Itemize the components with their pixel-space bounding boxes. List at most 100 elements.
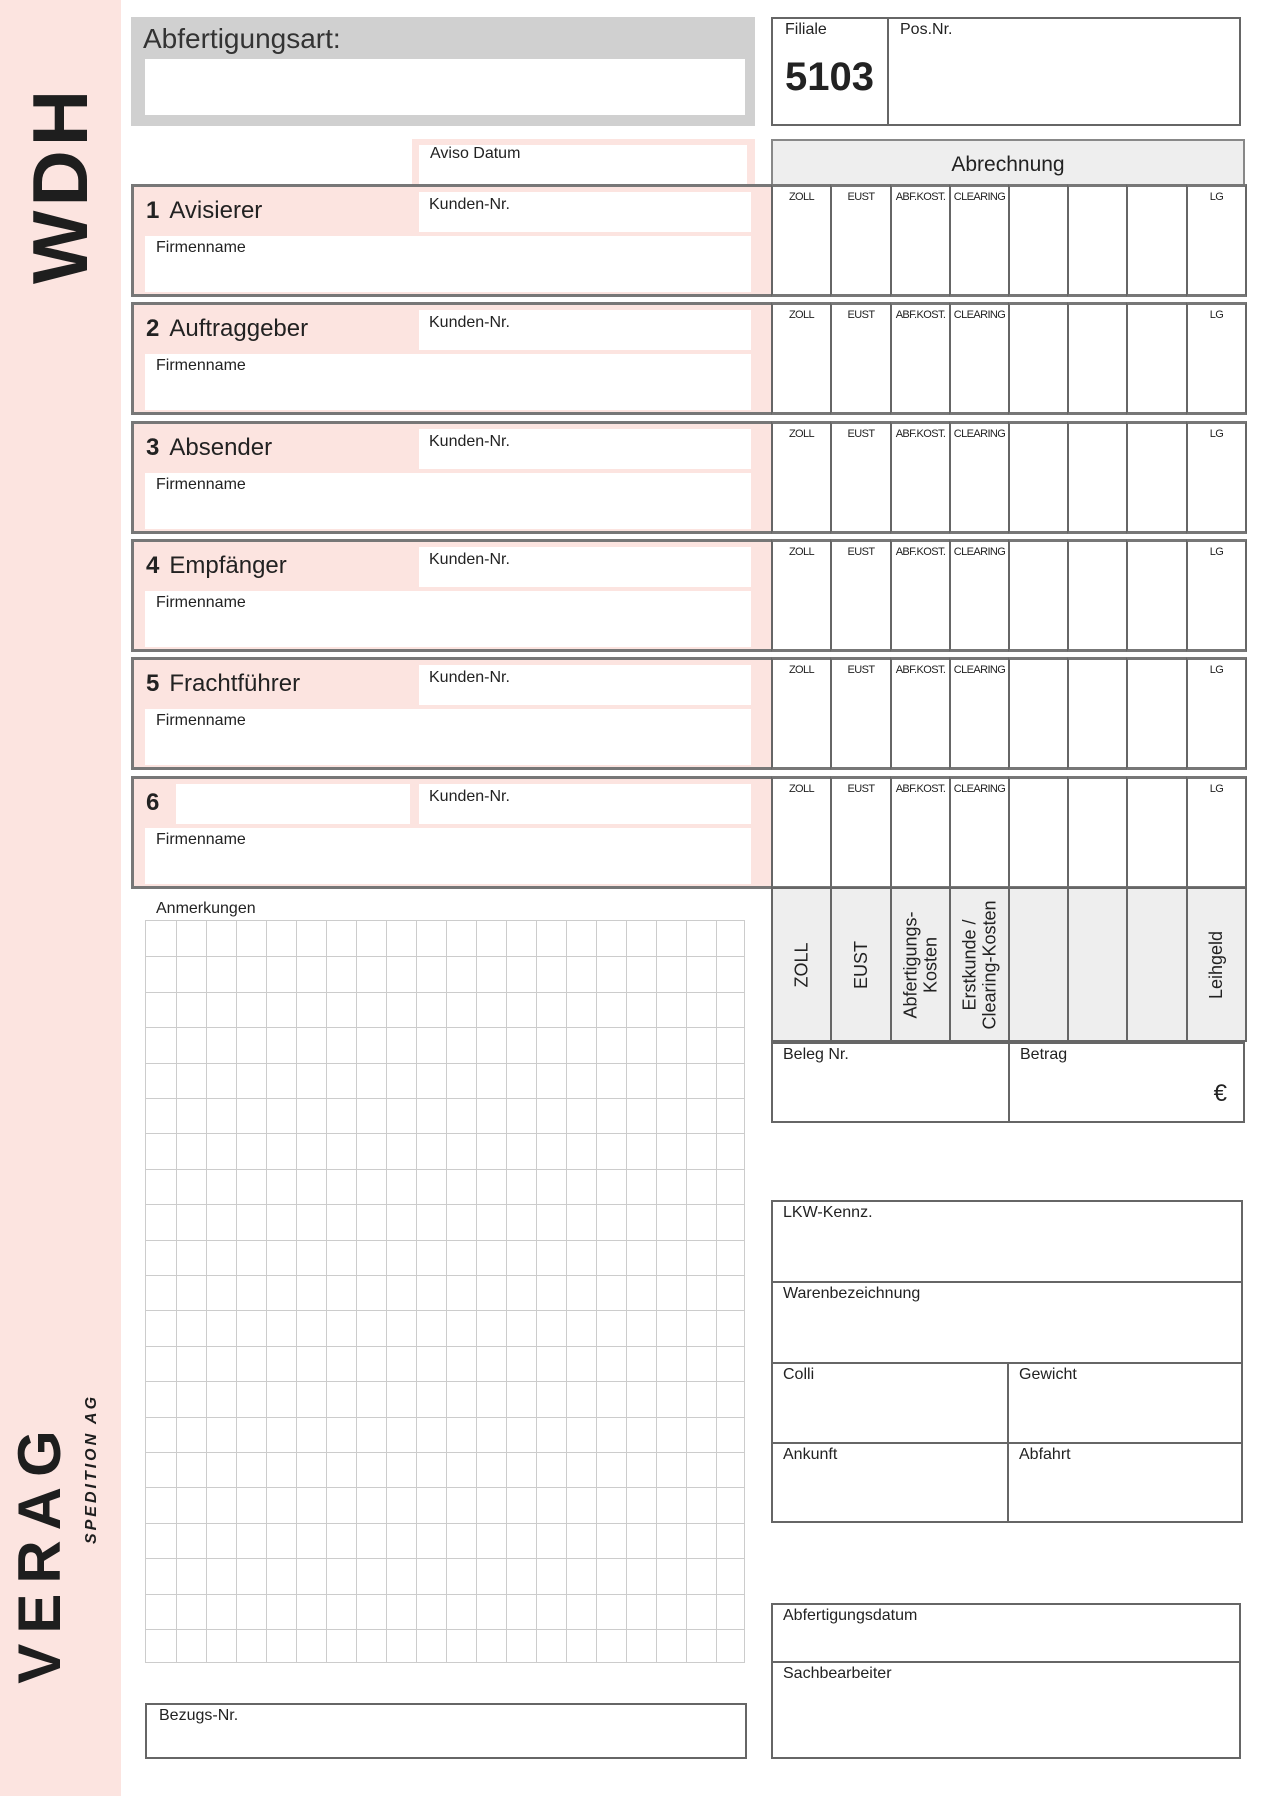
filiale-label: Filiale [785,21,827,38]
charge-cell[interactable]: ABF.KOST. [890,421,949,534]
charge-cell[interactable]: CLEARING [949,539,1008,652]
charge-column-label: ZOLL [788,546,815,558]
charge-cell[interactable] [1126,776,1186,889]
firmenname-field[interactable]: Firmenname [145,354,751,410]
logo-text: VERAG [6,1420,73,1684]
charge-cell[interactable]: ZOLL [771,539,830,652]
charge-cell[interactable]: ZOLL [771,421,830,534]
charge-cell[interactable] [1008,539,1067,652]
firmenname-field[interactable]: Firmenname [145,236,751,292]
party-section: 6 Kunden-Nr. Firmenname [131,776,771,889]
section-title: 4 Empfänger [146,552,287,580]
charge-cell[interactable]: ABF.KOST. [890,539,949,652]
firmenname-field[interactable]: Firmenname [145,473,751,529]
kunden-nr-field[interactable]: Kunden-Nr. [419,429,751,469]
section-name-field[interactable] [176,784,410,824]
charge-cell[interactable]: ZOLL [771,776,830,889]
charge-cell[interactable]: ZOLL [771,184,830,297]
section-number: 4 [146,552,160,579]
section-number: 5 [146,670,160,697]
charge-column-label: LG [1209,191,1224,203]
charge-cell[interactable] [1008,657,1067,770]
charge-column-label: EUST [847,428,876,440]
charge-cell[interactable]: LG [1186,421,1247,534]
charge-cell[interactable]: EUST [830,657,890,770]
charge-cell[interactable]: LG [1186,184,1247,297]
gewicht-label: Gewicht [1019,1366,1077,1383]
party-section: 5 Frachtführer Kunden-Nr. Firmenname [131,657,771,770]
charge-cell[interactable]: ABF.KOST. [890,657,949,770]
charge-column-label: CLEARING [953,546,1006,558]
charge-cell[interactable]: LG [1186,776,1247,889]
charge-cell[interactable]: CLEARING [949,657,1008,770]
grid-line [146,1063,744,1064]
charge-cell[interactable]: CLEARING [949,421,1008,534]
abfertigung-footer-box: Abfertigungsdatum Sachbearbeiter [771,1603,1241,1759]
grid-line [146,1523,744,1524]
kunden-nr-field[interactable]: Kunden-Nr. [419,784,751,824]
abfertigungsart-label: Abfertigungsart: [143,23,341,54]
firmenname-field[interactable]: Firmenname [145,709,751,765]
bezugs-nr-field[interactable]: Bezugs-Nr. [145,1703,747,1759]
firmenname-field[interactable]: Firmenname [145,591,751,647]
charge-cell[interactable] [1067,421,1126,534]
charge-cell[interactable]: LG [1186,539,1247,652]
firmenname-label: Firmenname [156,357,246,374]
charge-column-label [1069,542,1126,546]
ankunft-label: Ankunft [783,1446,838,1463]
abfertigungsart-field[interactable] [145,59,745,115]
section-number: 6 [146,789,160,816]
charge-cell[interactable] [1008,776,1067,889]
charge-cell[interactable] [1067,184,1126,297]
charge-cell[interactable] [1067,657,1126,770]
charge-cell[interactable] [1126,302,1186,415]
anmerkungen-grid[interactable] [145,920,745,1663]
charge-cell[interactable]: CLEARING [949,184,1008,297]
charge-column-label: ZOLL [788,783,815,795]
charge-cell[interactable]: LG [1186,657,1247,770]
charge-cell[interactable]: CLEARING [949,302,1008,415]
charge-cell[interactable]: ZOLL [771,302,830,415]
grid-line [536,921,537,1662]
charge-column-header [1008,887,1067,1042]
charge-cell[interactable] [1126,184,1186,297]
kunden-nr-field[interactable]: Kunden-Nr. [419,665,751,705]
grid-line [686,921,687,1662]
kunden-nr-field[interactable]: Kunden-Nr. [419,310,751,350]
kunden-nr-field[interactable]: Kunden-Nr. [419,192,751,232]
charge-cell[interactable]: EUST [830,184,890,297]
charge-cell[interactable]: ABF.KOST. [890,776,949,889]
section-name: Absender [169,434,273,461]
charge-cell[interactable] [1126,657,1186,770]
charge-cell[interactable] [1126,421,1186,534]
charge-cell[interactable] [1008,302,1067,415]
charge-cell[interactable]: EUST [830,421,890,534]
charge-column-label: ZOLL [788,309,815,321]
section-title: 1 Avisierer [146,197,262,225]
charge-cell[interactable]: ABF.KOST. [890,302,949,415]
grid-line [146,1594,744,1595]
charge-cell[interactable] [1008,421,1067,534]
charge-cell[interactable]: EUST [830,776,890,889]
charge-cell[interactable] [1126,539,1186,652]
charge-cell[interactable]: EUST [830,302,890,415]
charge-cell[interactable] [1008,184,1067,297]
charge-column-label: CLEARING [953,664,1006,676]
firmenname-field[interactable]: Firmenname [145,828,751,884]
kunden-nr-field[interactable]: Kunden-Nr. [419,547,751,587]
charge-cell[interactable]: ZOLL [771,657,830,770]
charge-cell[interactable] [1067,302,1126,415]
grid-line [146,1558,744,1559]
form-code-text: WDH [16,85,105,285]
charge-cell[interactable]: CLEARING [949,776,1008,889]
aviso-datum-field[interactable] [419,145,747,187]
charge-cell[interactable]: LG [1186,302,1247,415]
charge-cell[interactable] [1067,776,1126,889]
charge-column-label [1069,187,1126,191]
grid-line [416,921,417,1662]
charge-cell[interactable] [1067,539,1126,652]
charge-column-label [1010,542,1067,546]
charge-cell[interactable]: EUST [830,539,890,652]
betrag-label: Betrag [1020,1046,1068,1063]
charge-cell[interactable]: ABF.KOST. [890,184,949,297]
